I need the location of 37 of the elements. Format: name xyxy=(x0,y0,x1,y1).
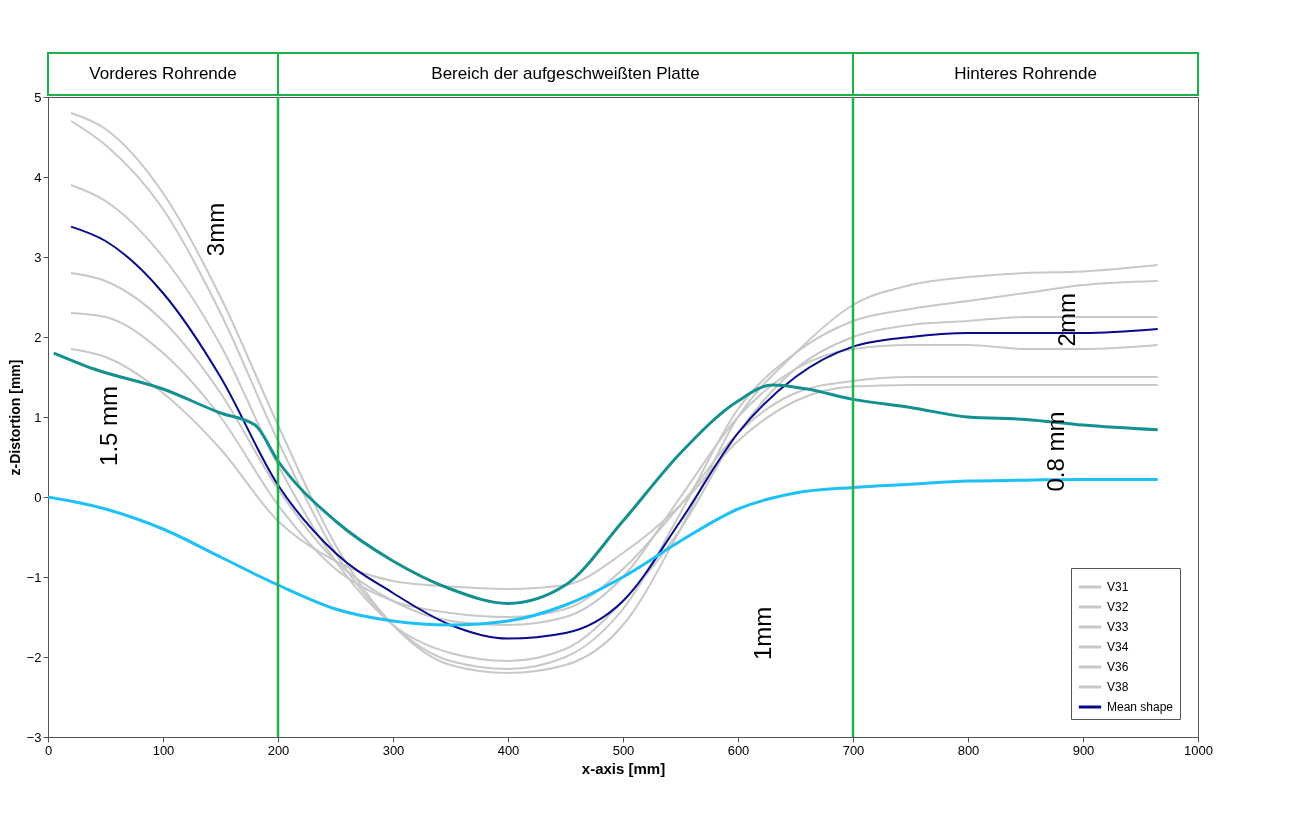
x-tick-label: 1000 xyxy=(1184,742,1213,758)
x-tick-label: 200 xyxy=(267,742,290,758)
text: Bereich der aufgeschweißten Platte xyxy=(431,64,700,83)
legend-label: V36 xyxy=(1107,660,1129,674)
legend-label: V33 xyxy=(1107,620,1129,634)
x-tick-label: 900 xyxy=(1072,742,1095,758)
y-tick-label: 5 xyxy=(34,89,42,105)
x-tick-label: 0 xyxy=(44,742,53,758)
y-tick-label: 3 xyxy=(34,249,42,265)
annotation: 3mm xyxy=(202,202,230,257)
legend-label: V34 xyxy=(1107,640,1129,654)
x-tick-label: 700 xyxy=(842,742,865,758)
annotation: 2mm xyxy=(1053,293,1081,347)
text: Hinteres Rohrende xyxy=(954,64,1097,83)
x-tick-label: 300 xyxy=(382,742,405,758)
y-tick-label: 1 xyxy=(34,409,42,425)
x-tick-label: 100 xyxy=(152,742,175,758)
x-axis-title: x-axis [mm] xyxy=(581,759,666,777)
x-tick-label: 600 xyxy=(727,742,750,758)
x-tick-label: 800 xyxy=(957,742,980,758)
text: Vorderes Rohrende xyxy=(89,64,237,83)
y-axis-title: z-Distortion [mm] xyxy=(6,359,23,476)
annotation: 1mm xyxy=(749,606,777,660)
legend-label: Mean shape xyxy=(1107,700,1174,714)
y-tick-label: −1 xyxy=(26,569,42,585)
y-tick-label: 2 xyxy=(34,329,42,345)
legend-label: V32 xyxy=(1107,600,1129,614)
y-tick-label: −2 xyxy=(26,649,42,665)
y-tick-label: 4 xyxy=(34,169,42,185)
y-tick-label: −3 xyxy=(26,729,42,745)
legend-label: V31 xyxy=(1107,580,1129,594)
annotation: 0.8 mm xyxy=(1041,411,1069,492)
annotation: 1.5 mm xyxy=(95,385,123,466)
y-tick-label: 0 xyxy=(34,489,42,505)
x-tick-label: 400 xyxy=(497,742,520,758)
x-tick-label: 500 xyxy=(612,742,635,758)
legend-label: V38 xyxy=(1107,680,1129,694)
